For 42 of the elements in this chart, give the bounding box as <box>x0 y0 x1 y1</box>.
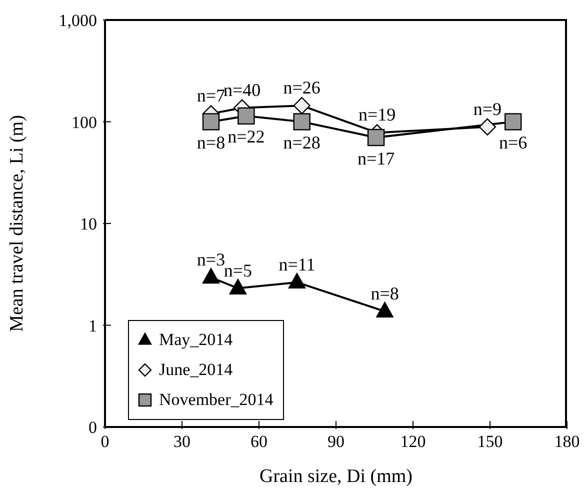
annotation: n=7 <box>196 86 226 106</box>
point <box>293 113 310 130</box>
y-tick-label: 1 <box>88 316 97 336</box>
y-tick-label: 100 <box>72 112 97 132</box>
y-tick-label: 0 <box>88 418 97 437</box>
annotation: n=28 <box>283 132 320 153</box>
legend-label: November_2014 <box>159 390 274 410</box>
annotation: n=17 <box>357 148 395 168</box>
point <box>202 113 220 130</box>
x-tick-label: 0 <box>100 432 110 451</box>
annotation: n=8 <box>370 283 399 304</box>
annotation: n=26 <box>283 78 320 98</box>
point <box>202 268 220 284</box>
annotation: n=9 <box>473 98 502 119</box>
x-axis-title: Grain size, Di (mm) <box>259 466 413 487</box>
y-tick-label: 1,000 <box>58 11 97 30</box>
annotation: n=6 <box>499 132 528 153</box>
x-tick-label: 60 <box>250 432 268 451</box>
annotation: n=3 <box>196 249 226 270</box>
point <box>238 107 255 125</box>
legend-label: June_2014 <box>159 360 233 380</box>
x-tick-label: 90 <box>328 432 344 451</box>
legend-label: May_2014 <box>159 330 233 350</box>
annotation: n=11 <box>278 254 316 274</box>
annotation: n=22 <box>228 126 265 147</box>
annotation: n=8 <box>196 132 226 153</box>
y-axis-title: Mean travel distance, Li (m) <box>6 115 28 332</box>
y-tick-label: 10 <box>80 214 97 234</box>
x-tick-label: 120 <box>400 432 426 451</box>
annotation: n=40 <box>223 80 261 100</box>
point <box>478 118 496 136</box>
point <box>367 128 385 146</box>
point <box>288 272 306 289</box>
x-tick-label: 150 <box>477 432 503 451</box>
point <box>293 97 310 114</box>
point <box>229 278 247 294</box>
annotation: n=5 <box>224 260 252 280</box>
annotation: n=19 <box>358 104 396 125</box>
point <box>504 113 522 130</box>
x-tick-label: 30 <box>174 432 190 451</box>
x-tick-label: 180 <box>554 432 580 451</box>
point <box>376 302 394 318</box>
